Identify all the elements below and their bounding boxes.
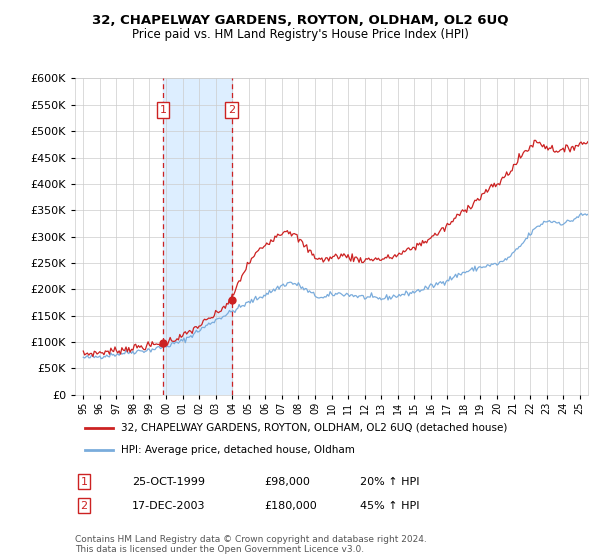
Text: 2: 2	[228, 105, 235, 115]
Text: Price paid vs. HM Land Registry's House Price Index (HPI): Price paid vs. HM Land Registry's House …	[131, 28, 469, 41]
Text: 1: 1	[160, 105, 167, 115]
Text: £98,000: £98,000	[264, 477, 310, 487]
Text: HPI: Average price, detached house, Oldham: HPI: Average price, detached house, Oldh…	[121, 445, 355, 455]
Text: 2: 2	[80, 501, 88, 511]
Text: 20% ↑ HPI: 20% ↑ HPI	[360, 477, 419, 487]
Text: £180,000: £180,000	[264, 501, 317, 511]
Text: 32, CHAPELWAY GARDENS, ROYTON, OLDHAM, OL2 6UQ: 32, CHAPELWAY GARDENS, ROYTON, OLDHAM, O…	[92, 14, 508, 27]
Text: 45% ↑ HPI: 45% ↑ HPI	[360, 501, 419, 511]
Text: 32, CHAPELWAY GARDENS, ROYTON, OLDHAM, OL2 6UQ (detached house): 32, CHAPELWAY GARDENS, ROYTON, OLDHAM, O…	[121, 423, 508, 433]
Bar	[163, 78, 232, 395]
Text: 25-OCT-1999: 25-OCT-1999	[132, 477, 205, 487]
Text: Contains HM Land Registry data © Crown copyright and database right 2024.
This d: Contains HM Land Registry data © Crown c…	[75, 535, 427, 554]
Text: 17-DEC-2003: 17-DEC-2003	[132, 501, 205, 511]
Text: 1: 1	[80, 477, 88, 487]
